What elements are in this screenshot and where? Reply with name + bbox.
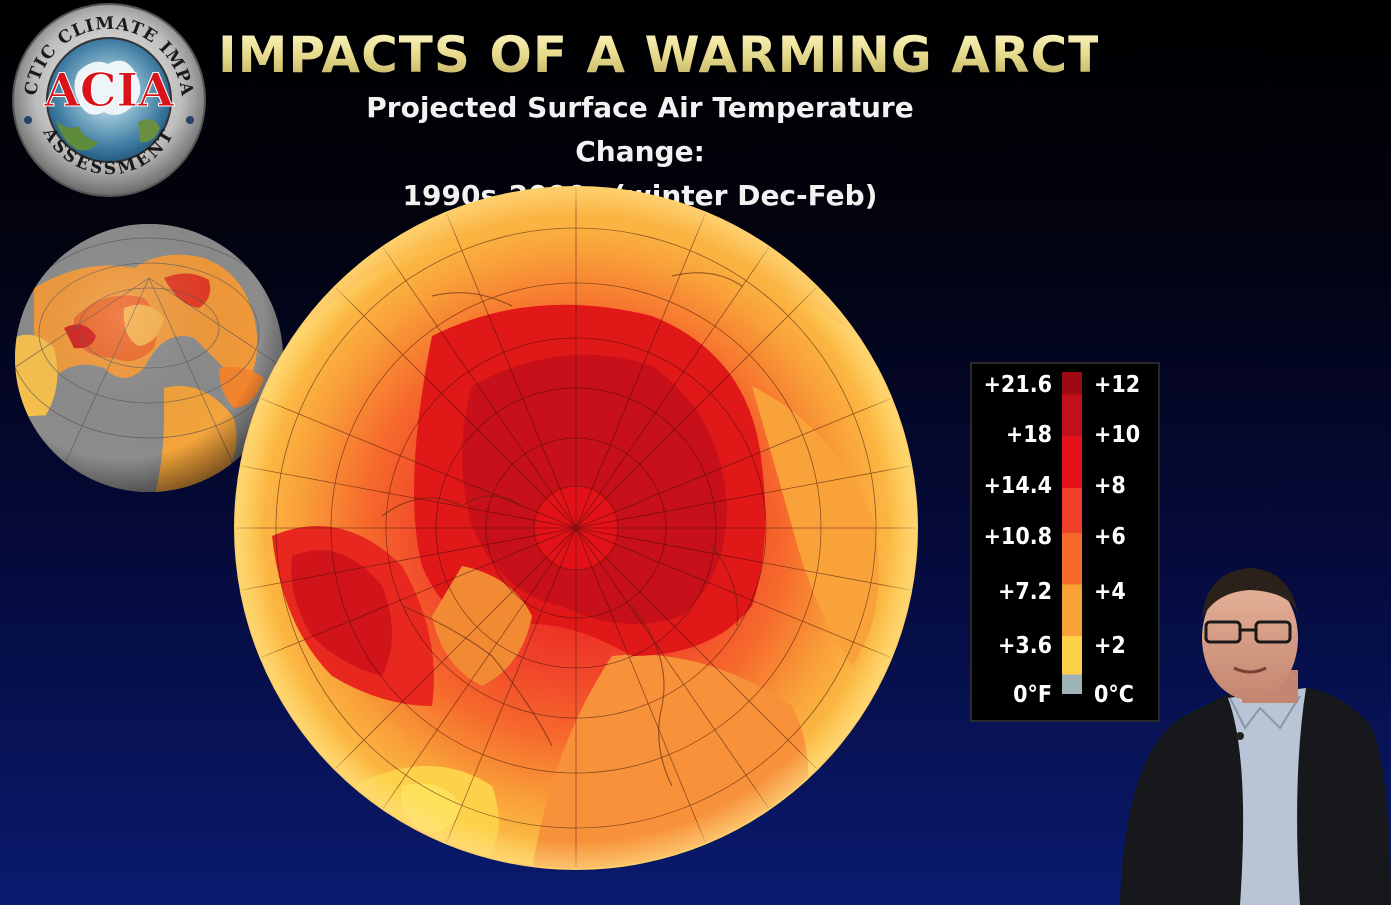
- legend-f-label: +21.6: [983, 372, 1052, 398]
- legend-c-label: +10: [1094, 422, 1141, 448]
- slide-subtitle: Projected Surface Air Temperature Change…: [300, 86, 980, 218]
- legend-c-label: +12: [1094, 372, 1141, 398]
- legend-f-label: +7.2: [998, 579, 1052, 605]
- legend-color-bar: [1062, 372, 1082, 694]
- legend-f-label: +10.8: [983, 524, 1052, 550]
- legend-c-label: +6: [1094, 524, 1126, 550]
- temperature-legend: +21.6 +18 +14.4 +10.8 +7.2 +3.6 0°F +12 …: [970, 362, 1160, 722]
- polar-map-icon: [234, 186, 918, 870]
- acia-logo-icon: ARCTIC CLIMATE IMPACT ASSESSMENT ACIA: [8, 2, 206, 197]
- legend-c-label: 0°C: [1094, 682, 1134, 708]
- legend-f-label: +18: [1005, 422, 1052, 448]
- legend-c-label: +8: [1094, 473, 1126, 499]
- slide-title: IMPACTS OF A WARMING ARCTIC: [218, 26, 1161, 84]
- legend-c-label: +2: [1094, 633, 1126, 659]
- legend-f-label: +3.6: [998, 633, 1052, 659]
- logo-acia-text: ACIA: [43, 63, 175, 117]
- presenter-icon: [1120, 568, 1391, 905]
- legend-f-label: +14.4: [983, 473, 1052, 499]
- legend-f-label: 0°F: [1013, 682, 1052, 708]
- globe-icon: [15, 224, 283, 492]
- legend-c-label: +4: [1094, 579, 1126, 605]
- subtitle-line-1: Projected Surface Air Temperature Change…: [366, 91, 914, 168]
